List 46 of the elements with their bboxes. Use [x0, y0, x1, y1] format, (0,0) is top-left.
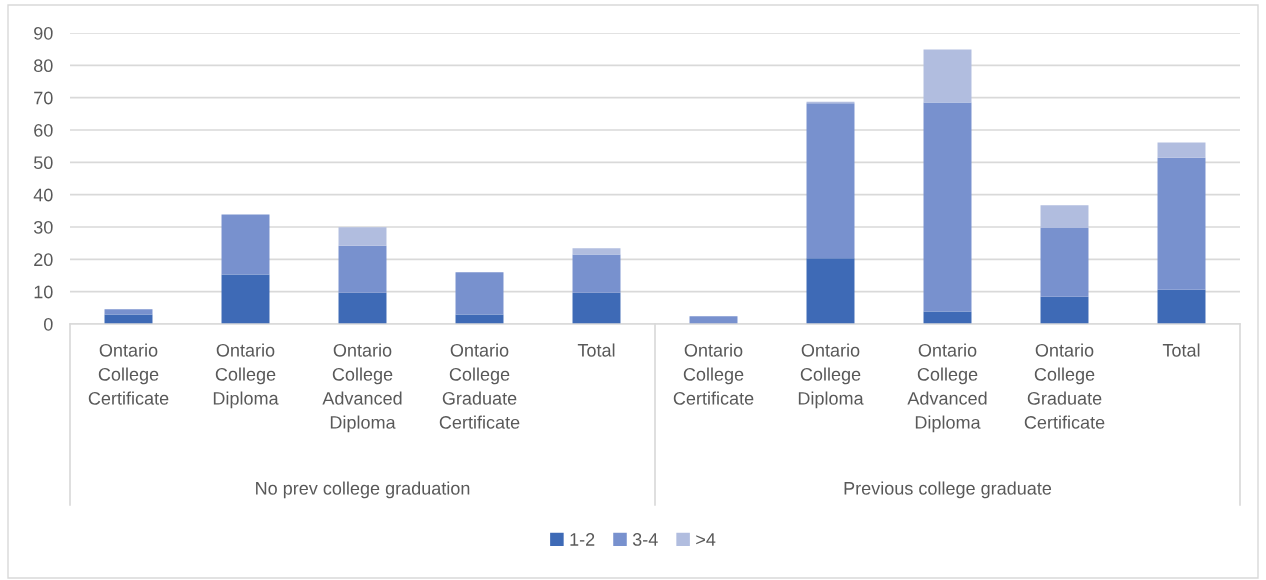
y-tick-label: 70	[34, 91, 53, 105]
x-tick-label: Ontario College Certificate	[88, 343, 169, 405]
bar	[923, 102, 972, 312]
bar	[1040, 227, 1089, 297]
y-tick-label: 30	[33, 220, 53, 234]
bar	[1157, 142, 1206, 158]
bar	[104, 309, 153, 315]
x-tick-label: Ontario College Advanced Diploma	[322, 343, 402, 433]
y-tick-label: 0	[44, 317, 53, 331]
legend-label: 1-2	[570, 533, 595, 546]
x-tick-label: Ontario College Advanced Diploma	[907, 343, 987, 433]
bar	[806, 258, 855, 324]
y-tick-label: 50	[33, 156, 53, 170]
bar	[572, 292, 621, 324]
bar	[1040, 296, 1089, 324]
x-tick-label: Total	[577, 343, 615, 357]
y-tick-label: 10	[34, 285, 53, 299]
x-tick-label: Ontario College Graduate Certificate	[1024, 343, 1105, 429]
text: No prev college graduation	[256, 481, 470, 499]
bar	[338, 292, 387, 324]
bar	[455, 272, 504, 315]
bar	[1157, 157, 1206, 290]
y-tick-label: 20	[34, 253, 53, 267]
y-tick-label: 80	[34, 59, 53, 73]
x-tick-label: Ontario College Diploma	[798, 343, 864, 409]
legend-label: 3-4	[632, 533, 658, 546]
y-tick-label: 60	[34, 123, 53, 137]
text: Previous college graduate	[844, 481, 1052, 499]
bar	[806, 103, 855, 259]
y-tick-label: 90	[34, 26, 53, 40]
bar	[572, 248, 621, 255]
bar	[1040, 205, 1089, 228]
bar	[221, 274, 270, 324]
y-tick-label: 40	[33, 188, 53, 202]
x-tick-label: Total	[1162, 343, 1200, 357]
bar	[221, 214, 270, 275]
bar	[338, 227, 387, 246]
bar	[338, 245, 387, 293]
bar	[572, 254, 621, 293]
x-tick-label: Ontario College Graduate Certificate	[439, 343, 520, 429]
bar	[923, 311, 972, 324]
legend-label: >4	[696, 533, 716, 546]
x-tick-label: Ontario College Certificate	[673, 343, 754, 405]
bar	[1157, 289, 1206, 324]
x-tick-label: Ontario College Diploma	[213, 343, 279, 409]
bar	[923, 49, 972, 103]
